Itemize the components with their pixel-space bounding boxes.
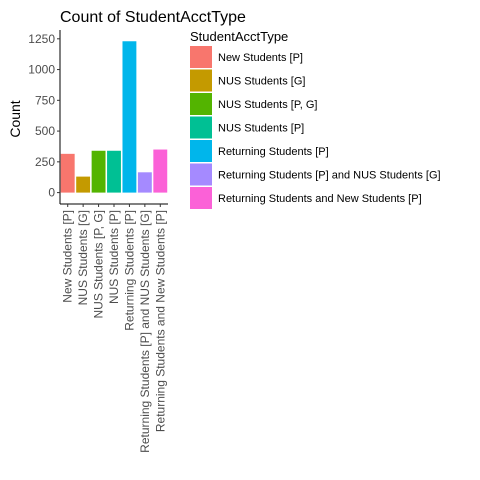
- x-tick-label: Returning Students [P] and NUS Students …: [138, 210, 152, 453]
- x-tick-label: Returning Students [P]: [122, 210, 136, 331]
- legend-label: New Students [P]: [218, 52, 303, 64]
- y-axis-title: Count: [7, 100, 23, 137]
- legend-key: [190, 69, 212, 92]
- legend-title: StudentAcctType: [190, 29, 288, 44]
- bar: [91, 150, 106, 193]
- bar: [60, 153, 75, 193]
- legend-key: [190, 140, 212, 162]
- legend-label: NUS Students [P, G]: [218, 99, 317, 111]
- x-tick-label: NUS Students [P, G]: [92, 210, 106, 319]
- chart-title: Count of StudentAcctType: [60, 9, 246, 26]
- bar: [107, 150, 121, 193]
- legend-label: Returning Students and New Students [P]: [218, 193, 422, 205]
- bar: [137, 172, 152, 193]
- bar: [76, 176, 91, 193]
- legend-label: NUS Students [G]: [218, 76, 305, 88]
- bar: [122, 41, 137, 193]
- legend-key: [190, 163, 212, 186]
- legend-label: Returning Students [P]: [218, 146, 329, 158]
- y-tick-label: 750: [35, 93, 55, 107]
- x-tick-label: Returning Students and New Students [P]: [153, 210, 167, 432]
- legend: StudentAcctType New Students [P] NUS Stud…: [190, 29, 441, 209]
- x-tick-label: New Students [P]: [61, 210, 75, 303]
- y-tick-label: 1250: [28, 32, 55, 46]
- legend-key: [190, 116, 212, 139]
- legend-key: [190, 93, 212, 115]
- x-tick-label: NUS Students [P]: [107, 210, 121, 304]
- y-tick-label: 250: [35, 155, 55, 169]
- legend-key: [190, 187, 212, 209]
- y-tick-label: 500: [35, 124, 55, 138]
- legend-label: Returning Students [P] and NUS Students …: [218, 170, 441, 182]
- y-tick-label: 0: [48, 186, 55, 200]
- legend-label: NUS Students [P]: [218, 123, 304, 135]
- x-tick-label: NUS Students [G]: [76, 210, 90, 305]
- bar: [153, 149, 168, 193]
- legend-key: [190, 46, 212, 68]
- y-tick-label: 1000: [28, 63, 55, 77]
